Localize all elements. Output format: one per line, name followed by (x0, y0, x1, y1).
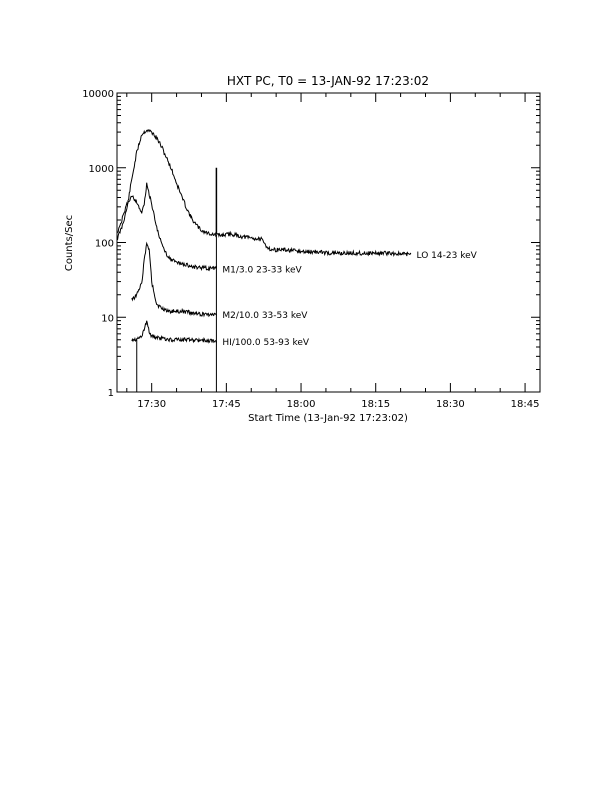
series-line-1 (116, 182, 217, 272)
x-tick-label: 18:30 (436, 399, 465, 410)
x-tick-label: 18:00 (287, 399, 316, 410)
series-layer (116, 129, 412, 392)
labels-layer: LO 14-23 keV M1/3.0 23-33 keV M2/10.0 33-5… (222, 251, 477, 348)
axes-layer: 1 10 100 1000 10000 17:30 17:45 18:00 18:15 18:30… (82, 89, 540, 410)
y-tick-label: 10000 (82, 89, 114, 100)
series-label-3: HI/100.0 53-93 keV (222, 338, 310, 348)
y-tick-label: 10 (101, 313, 114, 324)
y-tick-label: 1 (108, 388, 114, 399)
y-tick-label: 100 (95, 239, 114, 250)
x-tick-label: 18:15 (361, 399, 390, 410)
plot-frame (116, 92, 541, 393)
x-tick-label: 17:45 (212, 399, 241, 410)
x-tick-label: 17:30 (137, 399, 166, 410)
series-label-1: M1/3.0 23-33 keV (222, 265, 302, 275)
y-tick-label: 1000 (89, 164, 114, 175)
y-axis-label: Counts/Sec (64, 215, 75, 271)
chart-title: HXT PC, T0 = 13-JAN-92 17:23:02 (227, 74, 429, 88)
series-line-2 (131, 241, 217, 318)
x-tick-label: 18:45 (511, 399, 540, 410)
series-label-2: M2/10.0 33-53 keV (222, 311, 308, 321)
x-axis-label: Start Time (13-Jan-92 17:23:02) (248, 413, 408, 424)
series-line-0 (116, 129, 412, 257)
series-line-3 (131, 320, 217, 344)
series-label-0: LO 14-23 keV (417, 251, 478, 261)
